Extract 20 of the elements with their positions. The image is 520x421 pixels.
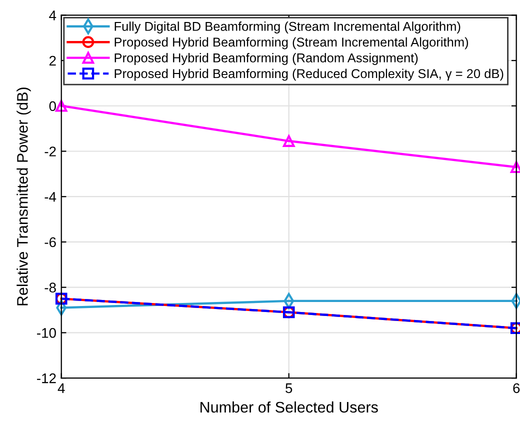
legend-label: Proposed Hybrid Beamforming (Random Assignment) — [114, 53, 418, 65]
y-tick-label: -12 — [37, 373, 56, 384]
x-tick-label: 5 — [286, 383, 292, 394]
y-tick-label: -10 — [37, 328, 56, 338]
point — [55, 100, 68, 112]
y-axis-title: Relative Transmitted Power (dB) — [16, 88, 31, 306]
legend-label: Proposed Hybrid Beamforming (Stream Incremental Algorithm) — [114, 37, 468, 50]
y-tick-label: -6 — [44, 237, 56, 248]
y-tick-label: -4 — [44, 192, 56, 202]
point — [282, 135, 295, 147]
legend-label: Fully Digital BD Beamforming (Stream Incremental Algorithm) — [114, 22, 460, 34]
x-tick-label: 4 — [58, 383, 65, 393]
legend-label: Proposed Hybrid Beamforming (Reduced Complexity SIA, γ = 20 dB) — [114, 68, 504, 81]
y-tick-label: 0 — [49, 101, 56, 112]
x-tick-label: 6 — [513, 383, 520, 394]
y-tick-label: -2 — [44, 146, 56, 156]
x-axis-title: Number of Selected Users — [200, 401, 378, 413]
y-tick-label: -8 — [44, 282, 56, 292]
y-tick-label: 2 — [49, 56, 56, 66]
y-tick-label: 4 — [49, 10, 56, 20]
